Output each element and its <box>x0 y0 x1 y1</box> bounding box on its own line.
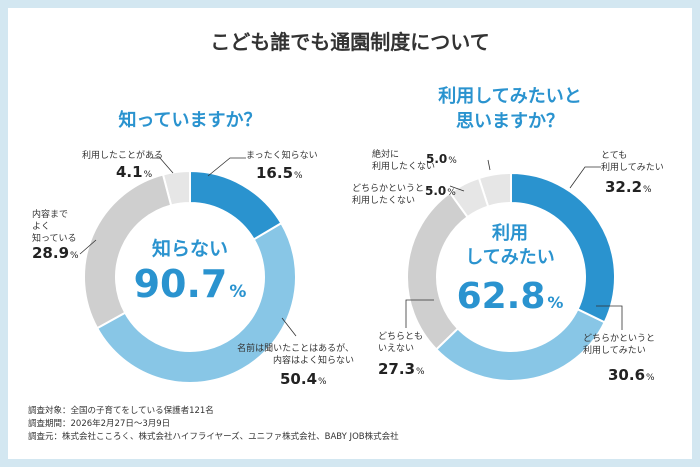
chart1-value-4: 4.1% <box>116 163 153 181</box>
chart1-slice-1 <box>189 169 283 241</box>
chart2-title-line1: 利用してみたいと <box>438 86 582 107</box>
chart1-value-1: 16.5% <box>256 164 303 182</box>
page-title: こども誰でも通園制度について <box>210 30 490 54</box>
chart2-leader-2 <box>596 305 623 330</box>
chart1-leader-4 <box>152 157 174 174</box>
chart2-label-5-line1: 絶対に <box>372 150 400 160</box>
chart2-value-3: 27.3% <box>378 360 425 378</box>
chart1-label-4: 利用したことがある <box>82 151 164 161</box>
chart2-value-4: 5.0% <box>425 184 456 198</box>
chart2-label-2-line1: どちらかというと <box>583 334 656 344</box>
chart1-title: 知っていますか？ <box>118 110 262 131</box>
chart2-label-1: とても 利用してみたい <box>601 150 664 174</box>
chart2-title: 利用してみたいと 思いますか？ <box>410 84 610 134</box>
chart1-label-2-line2: 内容はよく知らない <box>272 356 354 366</box>
chart2-label-3: どちらとも いえない <box>378 331 423 355</box>
chart1-label-3-line2: よく <box>32 222 51 232</box>
survey-period: 調査期間：2026年2月27日〜3月9日 <box>28 419 171 429</box>
chart2-label-3-line2: いえない <box>378 344 415 354</box>
chart2-slice-2 <box>434 307 606 382</box>
chart1-label-2: 名前は聞いたことはあるが、 内容はよく知らない <box>204 343 354 367</box>
chart1-label-3: 内容まで よく 知っている <box>32 209 77 245</box>
chart2-center-line2: してみたい <box>465 247 555 268</box>
chart2-center-label: 利用 してみたい <box>440 222 580 270</box>
chart2-leader-1 <box>569 166 601 189</box>
chart2-label-4-line2: 利用したくない <box>352 196 416 206</box>
chart2-label-4: どちらかというと 利用したくない <box>352 183 424 207</box>
chart1-slice-3 <box>83 173 173 330</box>
chart1-leader-1 <box>207 157 246 177</box>
chart2-leader-3 <box>405 299 434 328</box>
chart2-label-1-line2: 利用してみたい <box>601 163 664 173</box>
chart2-value-2: 30.6% <box>608 366 655 384</box>
chart2-slice-1 <box>510 171 616 324</box>
chart1-label-2-line1: 名前は聞いたことはあるが、 <box>237 344 354 354</box>
chart1-label-1: まったく知らない <box>246 151 318 161</box>
chart2-label-4-line1: どちらかというと <box>352 184 425 194</box>
chart2-value-5: 5.0% <box>426 152 457 166</box>
chart2-slice-4 <box>448 176 490 219</box>
chart2-center-line1: 利用 <box>492 223 528 244</box>
survey-footer: 調査対象：全国の子育てをしている保護者121名 調査期間：2026年2月27日〜… <box>28 405 399 444</box>
chart2-label-3-line1: どちらとも <box>378 332 424 342</box>
chart2-label-2: どちらかというと 利用してみたい <box>583 333 655 357</box>
chart2-title-line2: 思いますか？ <box>456 111 564 132</box>
chart1-slice-2 <box>95 221 297 384</box>
chart2-label-1-line1: とても <box>601 151 628 161</box>
chart2-center-value: 62.8% <box>456 276 564 317</box>
survey-source: 調査元：株式会社こころく、株式会社ハイフライヤーズ、ユニファ株式会社、BABY … <box>28 432 399 442</box>
chart1-value-3: 28.9% <box>32 244 79 262</box>
chart2-label-5-line2: 利用したくない <box>372 162 436 172</box>
survey-target: 調査対象：全国の子育てをしている保護者121名 <box>28 406 214 416</box>
chart1-center-label: 知らない <box>151 238 228 260</box>
chart1-center-value: 90.7% <box>133 262 247 306</box>
chart2-label-2-line2: 利用してみたい <box>583 346 646 356</box>
chart1-value-2: 50.4% <box>280 370 327 388</box>
chart2-label-5: 絶対に 利用したくない <box>372 149 435 173</box>
chart2-slice-3 <box>406 191 469 351</box>
chart1-label-3-line3: 知っている <box>32 234 77 244</box>
chart2-leader-4 <box>449 185 465 192</box>
chart1-leader-2 <box>281 317 297 337</box>
chart2-value-1: 32.2% <box>605 178 652 196</box>
chart2-leader-5 <box>487 159 491 171</box>
chart1-leader-3 <box>79 239 97 255</box>
chart1-label-3-line1: 内容まで <box>32 210 69 220</box>
